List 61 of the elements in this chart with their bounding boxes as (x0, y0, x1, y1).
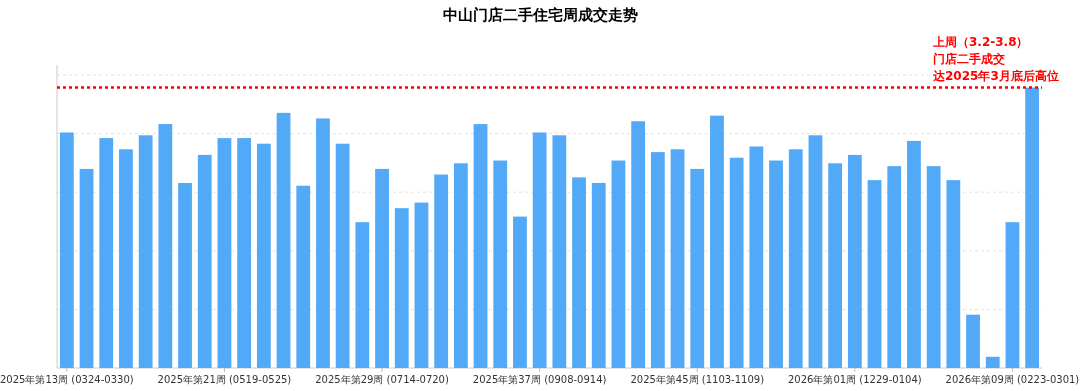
bar (355, 222, 370, 368)
bar (513, 216, 527, 368)
bar (788, 149, 803, 368)
x-tick-label: 2025年第37周 (0908-0914) (472, 374, 607, 385)
bar (453, 163, 468, 368)
bar (847, 154, 862, 368)
bar (591, 182, 606, 368)
x-tick-label: 2025年第13周 (0324-0330) (0, 374, 134, 385)
bar (296, 185, 311, 368)
bar (59, 132, 74, 368)
text: 门店二手成交 (933, 51, 1005, 66)
x-tick-label: 2026年第09周 (0223-0301) (945, 374, 1080, 385)
bar (197, 154, 212, 368)
chart-title: 中山门店二手住宅周成交走势 (442, 6, 638, 24)
bar (394, 208, 409, 368)
bar (493, 160, 508, 368)
x-tick-label: 2025年第21周 (0519-0525) (157, 374, 292, 385)
bar (552, 135, 567, 368)
x-tick-label: 2026年第01周 (1229-0104) (788, 374, 922, 385)
bar (690, 168, 705, 368)
bar (217, 138, 232, 368)
bar (276, 112, 291, 368)
bar (749, 146, 764, 368)
bar (434, 174, 449, 368)
bar (256, 143, 271, 368)
bar (99, 138, 114, 368)
bar (178, 182, 192, 368)
x-tick-label: 2025年第29周 (0714-0720) (315, 374, 449, 385)
bar (79, 168, 94, 368)
bar (670, 149, 685, 368)
bar (414, 202, 429, 368)
bar (335, 143, 350, 368)
bar (631, 121, 646, 368)
bar (946, 180, 961, 368)
bar (1005, 222, 1020, 368)
bar (237, 138, 252, 368)
bar (769, 160, 783, 368)
bar (887, 166, 902, 368)
x-tick-label: 2025年第45周 (1103-1109) (630, 374, 765, 385)
bar (729, 157, 744, 368)
text: 上周（3.2-3.8） (932, 34, 1029, 49)
bar (650, 152, 665, 368)
bar (572, 177, 586, 368)
bar (966, 314, 980, 368)
bar (158, 124, 173, 368)
bar (985, 356, 1000, 368)
text: 达2025年3月底后高位 (932, 68, 1059, 83)
bar (473, 124, 488, 368)
bar (375, 168, 389, 368)
bar (808, 135, 823, 368)
bar (867, 180, 882, 368)
bar (611, 160, 626, 368)
bar (907, 140, 921, 368)
bar (119, 149, 133, 368)
bar (532, 132, 547, 368)
bar (138, 135, 153, 368)
bar (1025, 87, 1040, 368)
bar (926, 166, 941, 368)
bar (316, 118, 330, 368)
bar (710, 115, 724, 368)
bar (828, 163, 843, 368)
